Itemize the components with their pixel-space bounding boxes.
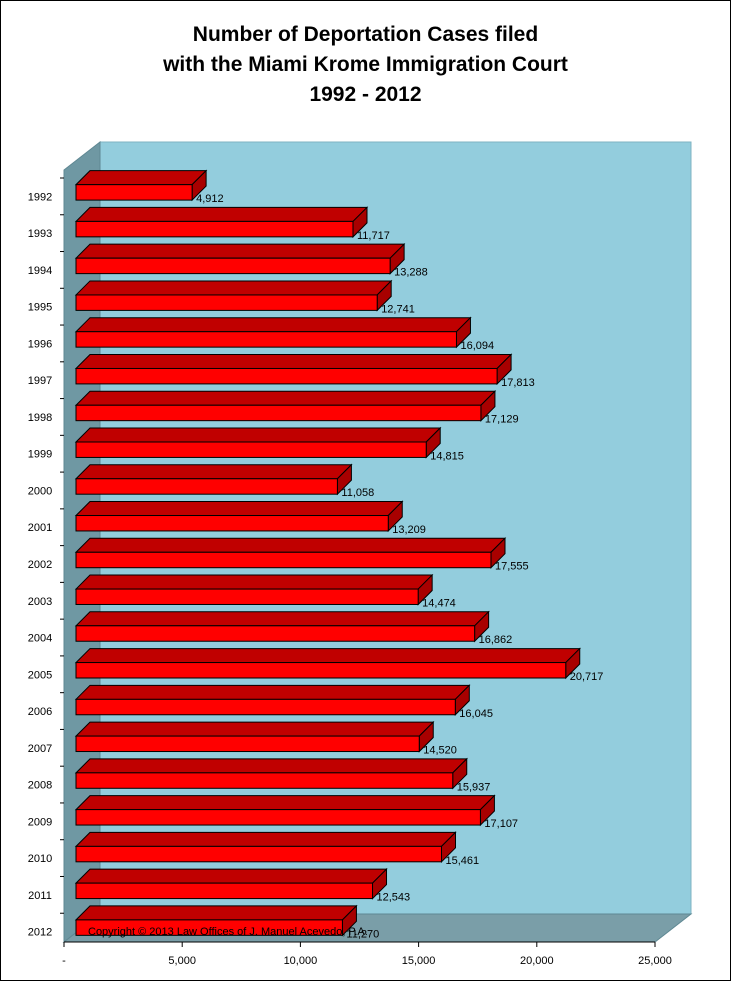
value-label-2001: 13,209 [392,524,426,536]
category-label-1999: 1999 [28,449,52,461]
bar-top-2011 [74,868,388,884]
category-label-2001: 2001 [28,522,52,534]
value-label-1996: 16,094 [460,340,494,352]
value-label-2000: 11,058 [341,487,374,499]
value-label-2004: 16,862 [479,634,513,646]
bar-top-2002 [74,537,507,553]
value-label-1997: 17,813 [501,377,535,389]
value-label-2010: 15,461 [445,855,479,867]
category-label-1995: 1995 [28,302,52,314]
value-label-2008: 15,937 [457,781,491,793]
bar-2004 [75,625,476,642]
category-label-1993: 1993 [28,228,52,240]
bar-1992 [75,184,193,201]
bar-top-2003 [74,574,434,590]
bar-top-2009 [74,795,496,811]
bar-top-1996 [74,317,472,333]
bars-group [74,169,581,937]
bar-1995 [75,294,378,311]
category-label-1997: 1997 [28,375,52,387]
chart-title-line-2: with the Miami Krome Immigration Court [163,53,568,76]
bar-top-1997 [74,353,513,369]
bar-1996 [75,331,457,348]
value-label-2002: 17,555 [495,561,529,573]
value-label-2006: 16,045 [459,708,493,720]
bar-2001 [75,515,389,532]
bar-2011 [75,882,374,900]
category-label-2004: 2004 [28,633,52,645]
value-label-2009: 17,107 [484,818,518,830]
value-label-1994: 13,288 [394,267,428,279]
bar-2003 [75,588,419,605]
value-label-1998: 17,129 [485,414,519,426]
category-label-2006: 2006 [28,706,52,718]
bar-top-1993 [74,206,369,222]
bar-1999 [75,441,427,458]
value-label-1992: 4,912 [196,193,224,205]
chart-title-line-3: 1992 - 2012 [309,83,422,106]
value-label-2012: 11,270 [346,928,379,940]
value-label-1995: 12,741 [381,303,415,315]
bar-top-2005 [74,648,581,664]
bar-2007 [75,735,420,753]
category-label-2008: 2008 [28,780,52,792]
category-label-2002: 2002 [28,559,52,571]
value-label-2007: 14,520 [423,745,457,757]
bar-1994 [75,257,391,275]
bar-top-2010 [74,831,457,847]
category-label-2007: 2007 [28,743,52,755]
category-label-2010: 2010 [28,853,52,865]
bar-2000 [75,478,338,495]
x-tick-label-15000: 15,000 [402,955,436,967]
bar-2008 [75,772,454,789]
x-tick-label-10000: 10,000 [284,955,318,967]
labels-group: 4,912 1992 11,717 1993 13,288 1994 12,741 1995 1… [28,177,672,967]
category-label-1994: 1994 [28,265,52,277]
bar-top-1995 [74,280,393,296]
bar-2002 [75,551,492,569]
bar-2010 [75,845,442,863]
x-tick-label-5000: 5,000 [168,955,196,967]
x-tick-label-25000: 25,000 [638,955,672,967]
x-tick-label-20000: 20,000 [520,955,554,967]
bar-top-1999 [74,427,442,443]
bar-1993 [75,220,354,238]
bar-top-2007 [74,721,435,737]
category-label-1992: 1992 [28,191,52,203]
category-label-2000: 2000 [28,485,52,497]
category-label-2005: 2005 [28,669,52,681]
bar-top-2000 [74,464,353,480]
category-label-2003: 2003 [28,596,52,608]
bar-2005 [75,662,567,679]
bar-top-1992 [74,170,208,186]
bar-1998 [75,404,482,422]
value-label-1993: 11,717 [357,230,390,242]
category-label-1996: 1996 [28,338,52,350]
category-label-1998: 1998 [28,412,52,424]
bar-top-2012 [74,905,358,921]
bar-2006 [75,698,456,716]
value-label-1999: 14,815 [430,450,464,462]
bar-top-1994 [74,243,406,259]
bar-top-2004 [74,611,490,627]
category-label-2011: 2011 [28,890,52,902]
bar-top-2006 [74,684,471,700]
value-label-2005: 20,717 [570,671,604,683]
bar-2012 [75,919,343,936]
bar-2009 [75,809,481,826]
category-label-2009: 2009 [28,816,52,828]
category-label-2012: 2012 [28,927,52,939]
copyright-text: Copyright © 2013 Law Offices of J. Manue… [88,926,368,938]
bar-1997 [75,367,498,385]
bar-top-1998 [74,390,497,406]
x-tick-label-0: - [62,955,66,967]
value-label-2003: 14,474 [422,597,456,609]
bar-top-2001 [74,501,404,517]
chart-title-line-1: Number of Deportation Cases filed [192,23,539,46]
value-label-2011: 12,543 [377,892,411,904]
bar-top-2008 [74,758,468,774]
